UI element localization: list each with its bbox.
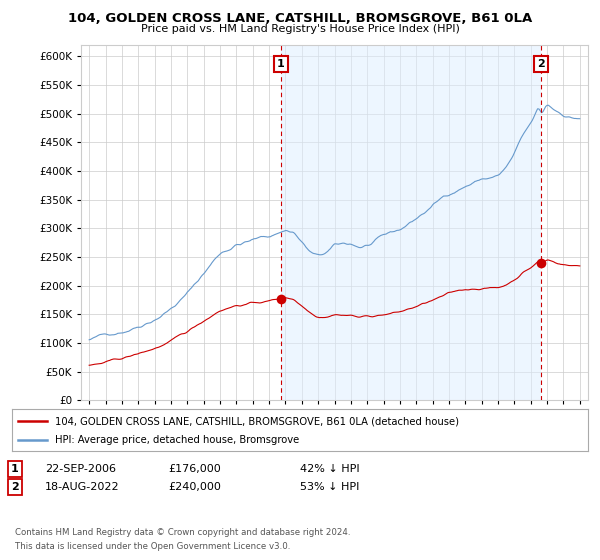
- Text: £176,000: £176,000: [168, 464, 221, 474]
- Text: This data is licensed under the Open Government Licence v3.0.: This data is licensed under the Open Gov…: [15, 542, 290, 551]
- Text: 42% ↓ HPI: 42% ↓ HPI: [300, 464, 359, 474]
- Bar: [281, 45, 541, 400]
- Text: 53% ↓ HPI: 53% ↓ HPI: [300, 482, 359, 492]
- Text: 104, GOLDEN CROSS LANE, CATSHILL, BROMSGROVE, B61 0LA: 104, GOLDEN CROSS LANE, CATSHILL, BROMSG…: [68, 12, 532, 25]
- Text: 18-AUG-2022: 18-AUG-2022: [45, 482, 119, 492]
- Text: 1: 1: [277, 59, 285, 69]
- Text: 2: 2: [537, 59, 545, 69]
- Text: 22-SEP-2006: 22-SEP-2006: [45, 464, 116, 474]
- Text: HPI: Average price, detached house, Bromsgrove: HPI: Average price, detached house, Brom…: [55, 435, 299, 445]
- Text: Contains HM Land Registry data © Crown copyright and database right 2024.: Contains HM Land Registry data © Crown c…: [15, 528, 350, 536]
- Text: 1: 1: [11, 464, 19, 474]
- Text: 2: 2: [11, 482, 19, 492]
- Text: 104, GOLDEN CROSS LANE, CATSHILL, BROMSGROVE, B61 0LA (detached house): 104, GOLDEN CROSS LANE, CATSHILL, BROMSG…: [55, 417, 459, 426]
- Text: £240,000: £240,000: [168, 482, 221, 492]
- Text: Price paid vs. HM Land Registry's House Price Index (HPI): Price paid vs. HM Land Registry's House …: [140, 24, 460, 34]
